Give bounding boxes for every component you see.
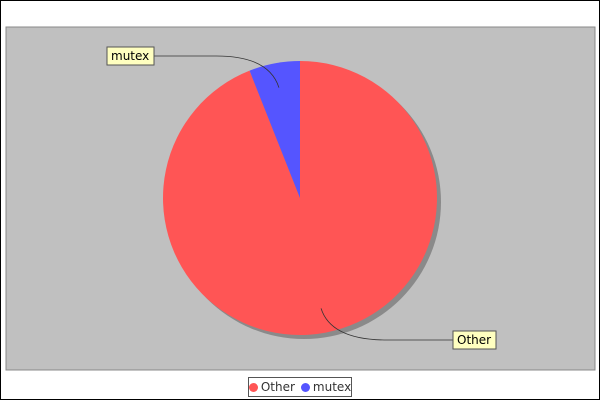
legend-label-mutex: mutex xyxy=(313,380,351,394)
legend-label-other: Other xyxy=(261,380,295,394)
legend-swatch-other xyxy=(249,383,258,392)
legend-swatch-mutex xyxy=(301,383,310,392)
legend-item-other: Other xyxy=(249,380,295,394)
label-text-mutex: mutex xyxy=(111,49,149,63)
legend-item-mutex: mutex xyxy=(301,380,351,394)
legend: Other mutex xyxy=(248,377,352,397)
label-text-other: Other xyxy=(457,333,491,347)
